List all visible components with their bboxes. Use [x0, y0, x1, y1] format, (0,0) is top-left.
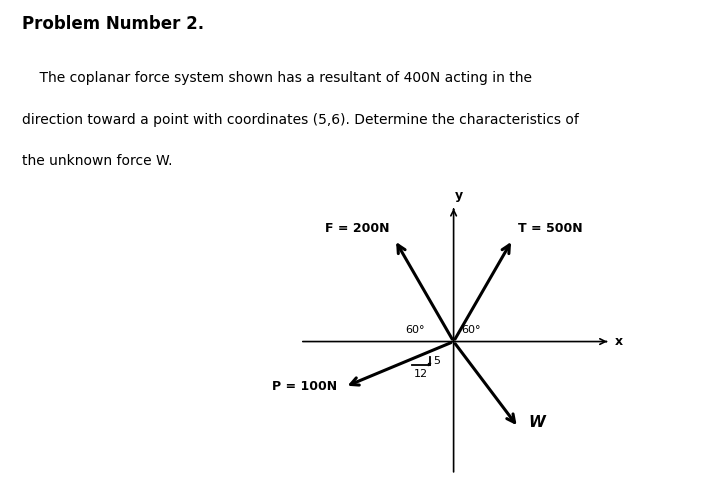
Text: x: x	[614, 335, 623, 348]
Text: 5: 5	[433, 356, 440, 366]
Text: the unknown force W.: the unknown force W.	[22, 154, 172, 168]
Text: W: W	[528, 415, 546, 430]
Text: y: y	[454, 189, 463, 202]
Text: P = 100N: P = 100N	[271, 380, 337, 394]
Text: F = 200N: F = 200N	[325, 222, 390, 236]
Text: 60°: 60°	[461, 325, 480, 336]
Text: Problem Number 2.: Problem Number 2.	[22, 15, 204, 33]
Text: T = 500N: T = 500N	[518, 222, 582, 236]
Text: The coplanar force system shown has a resultant of 400N acting in the: The coplanar force system shown has a re…	[22, 71, 531, 86]
Text: 60°: 60°	[405, 325, 425, 336]
Text: direction toward a point with coordinates (5,6). Determine the characteristics o: direction toward a point with coordinate…	[22, 113, 578, 127]
Text: 12: 12	[414, 369, 428, 379]
